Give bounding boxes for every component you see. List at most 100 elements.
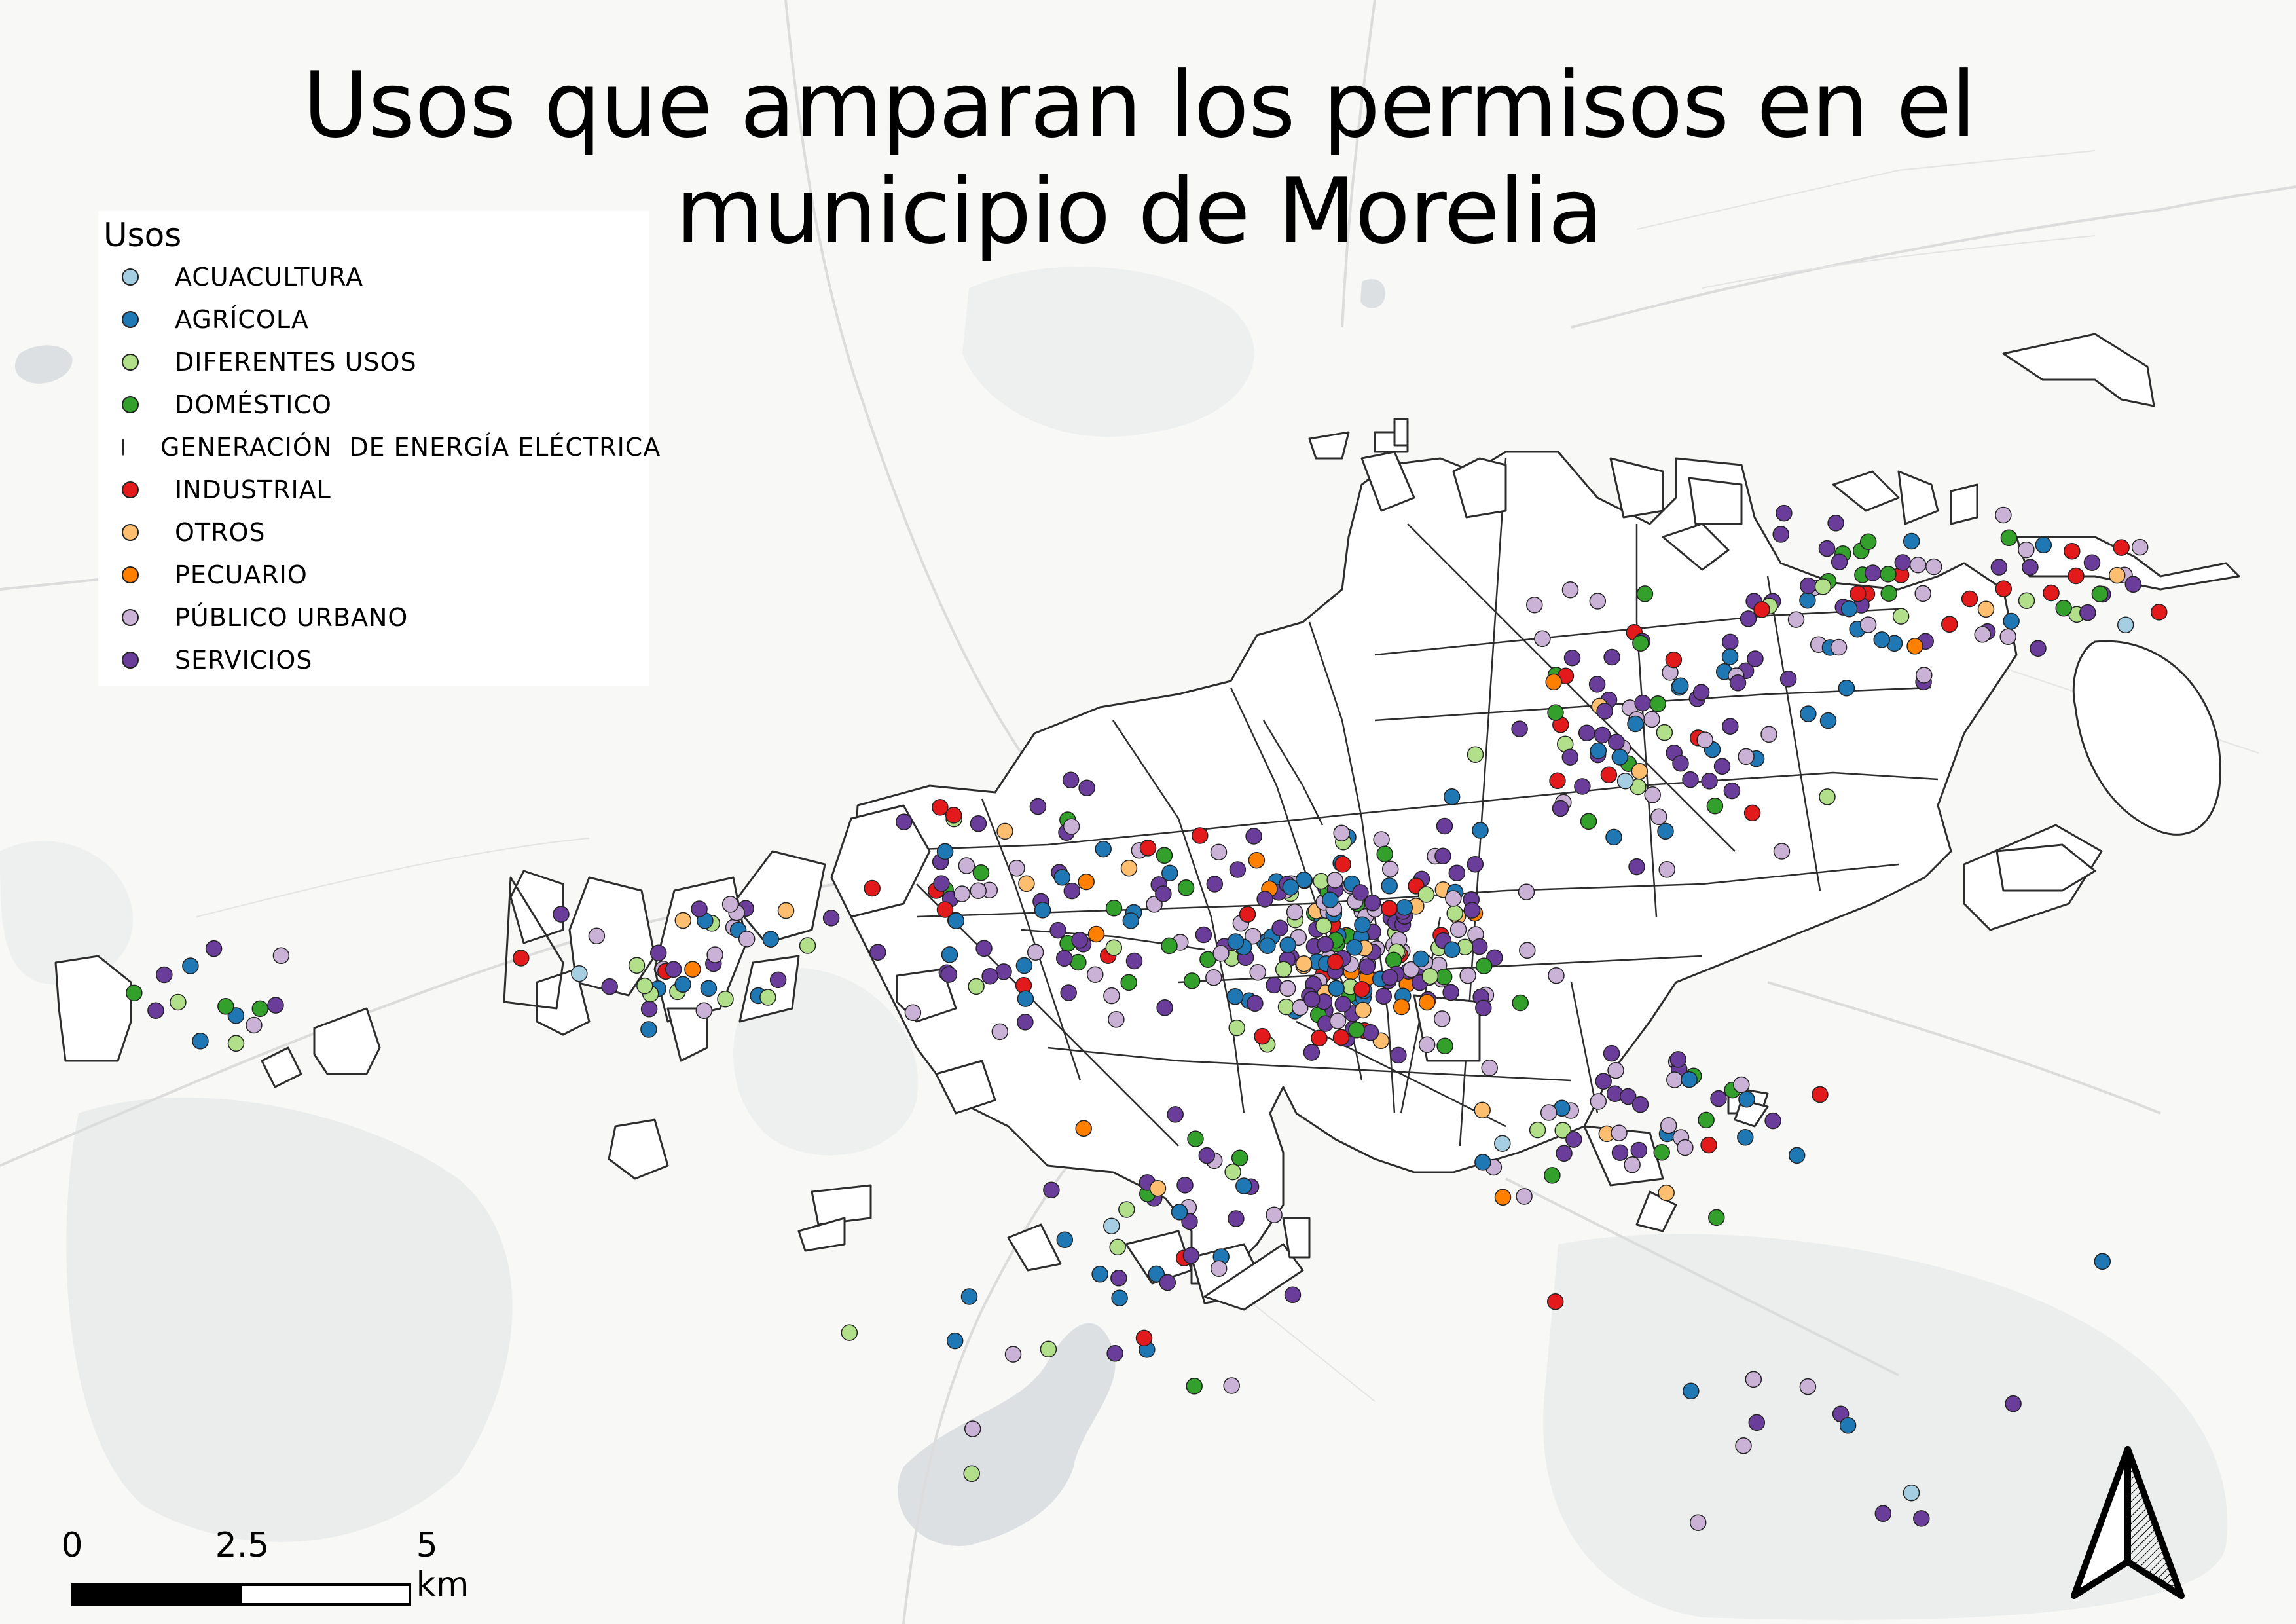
permit-point <box>1087 966 1104 983</box>
northeast-polygon <box>1897 470 1939 525</box>
permit-points-layer <box>126 504 2168 1531</box>
permit-point <box>1745 1371 1762 1388</box>
permit-point <box>1436 817 1453 835</box>
legend-label: GENERACIÓN DE ENERGÍA ELÉCTRICA <box>160 432 661 462</box>
permit-point <box>1773 843 1791 860</box>
permit-point <box>1722 633 1739 651</box>
legend-label: AGRÍCOLA <box>175 304 309 334</box>
permit-point <box>1060 984 1077 1001</box>
permit-point <box>1631 1096 1649 1113</box>
permit-point <box>1511 720 1528 737</box>
permit-point <box>2151 604 2168 621</box>
permit-point <box>1472 822 1489 839</box>
permit-point <box>1271 919 1288 936</box>
permit-point <box>1277 998 1295 1016</box>
permit-point <box>1224 1163 1241 1181</box>
west-polygon <box>935 1060 996 1115</box>
west-polygon <box>738 955 800 1023</box>
permit-point <box>1776 504 1793 522</box>
permit-point <box>1636 585 1654 602</box>
permit-point <box>717 990 734 1008</box>
permit-point <box>1381 877 1398 895</box>
permit-point <box>1177 879 1195 896</box>
west-polygon <box>313 1007 381 1075</box>
legend-item: INDUSTRIAL <box>102 468 649 511</box>
permit-point <box>665 961 682 978</box>
permit-point <box>1078 779 1095 796</box>
permit-point <box>182 957 199 974</box>
legend-item: DOMÉSTICO <box>102 383 649 426</box>
permit-point <box>1941 616 1958 633</box>
permit-point <box>1247 995 1264 1012</box>
permit-point <box>1231 1149 1248 1167</box>
permit-point <box>1161 937 1178 955</box>
permit-point <box>1733 1076 1750 1094</box>
permit-point <box>2113 539 2130 556</box>
northeast-polygon <box>1832 470 1900 512</box>
permit-point <box>1149 1180 1167 1197</box>
permit-point <box>1995 580 2013 597</box>
permit-point <box>1799 591 1816 609</box>
permit-point <box>1156 847 1173 864</box>
permit-point <box>1470 938 1488 955</box>
permit-point <box>513 950 530 967</box>
permit-point <box>628 957 646 974</box>
terrain-patch <box>1543 1234 2228 1620</box>
permit-point <box>1183 972 1201 989</box>
legend-label: PECUARIO <box>175 560 308 589</box>
permit-point <box>1192 827 1209 844</box>
permit-point <box>1548 967 1565 984</box>
permit-point <box>1628 858 1645 876</box>
permit-point <box>588 927 606 945</box>
permit-point <box>941 946 958 963</box>
legend-swatch <box>122 353 139 371</box>
permit-point <box>1161 864 1178 881</box>
permit-point <box>1827 515 1844 532</box>
terrain-patch <box>962 267 1254 437</box>
permit-point <box>1561 581 1579 599</box>
permit-point <box>972 864 990 881</box>
permit-point <box>2030 640 2047 657</box>
permit-point <box>1286 904 1303 921</box>
permit-point <box>1352 884 1369 901</box>
scale-label-5km: 5 km <box>416 1526 469 1604</box>
permit-point <box>1315 917 1332 934</box>
permit-point <box>1187 1130 1204 1147</box>
permit-point <box>1322 891 1339 908</box>
permit-point <box>1017 1014 1034 1031</box>
permit-point <box>1303 1044 1321 1061</box>
permit-point <box>1701 773 1718 790</box>
west-polygon <box>1203 1243 1304 1311</box>
permit-point <box>1029 798 1047 815</box>
permit-point <box>156 966 173 984</box>
permit-point <box>1737 1129 1754 1146</box>
permit-point <box>975 940 993 957</box>
permit-point <box>601 978 618 995</box>
permit-point <box>1818 540 1836 557</box>
permit-point <box>272 947 290 965</box>
permit-point <box>1735 1437 1752 1454</box>
permit-point <box>1206 876 1224 893</box>
permit-point <box>932 799 949 816</box>
permit-point <box>1421 967 1439 985</box>
permit-point <box>649 944 667 962</box>
permit-point <box>1880 585 1897 602</box>
permit-point <box>1056 1231 1074 1249</box>
permit-point <box>1063 882 1081 900</box>
permit-point <box>1656 724 1673 741</box>
legend-title: Usos <box>103 216 182 254</box>
permit-point <box>1561 748 1579 766</box>
permit-point <box>1434 847 1451 865</box>
permit-point <box>1600 766 1618 784</box>
permit-point <box>1063 818 1080 835</box>
permit-point <box>1205 969 1222 986</box>
legend-swatch <box>122 608 139 626</box>
permit-point <box>1764 1112 1781 1130</box>
legend-swatch <box>122 396 139 413</box>
permit-point <box>1721 648 1739 665</box>
west-polygon <box>503 876 564 1010</box>
permit-point <box>896 813 913 830</box>
permit-point <box>1554 1122 1571 1139</box>
